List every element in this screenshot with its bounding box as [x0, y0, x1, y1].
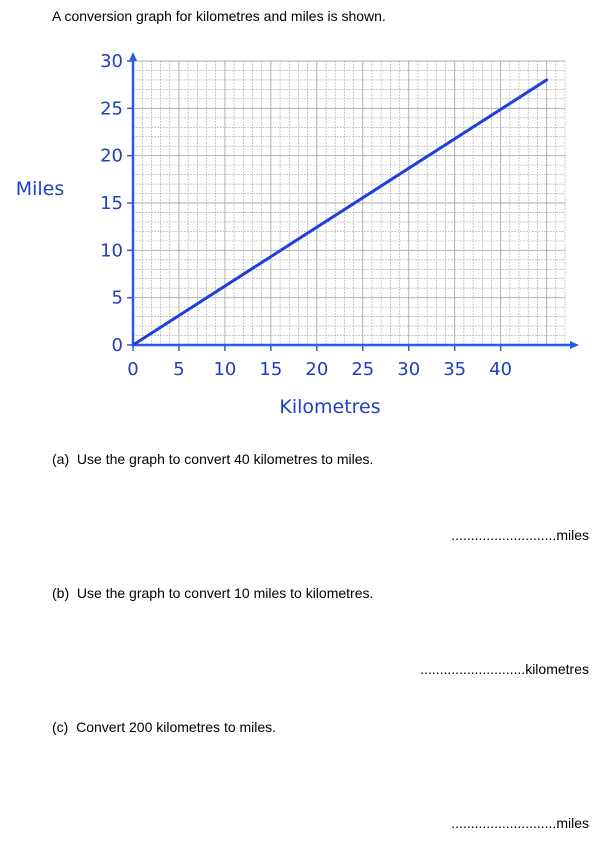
y-axis-arrow — [129, 52, 137, 61]
y-tick-label: 15 — [100, 193, 123, 214]
chart-tick-labels: 0 5 10 15 20 25 30 35 40 0 5 10 15 20 25 30 — [100, 51, 512, 380]
x-tick-label: 0 — [127, 359, 138, 380]
x-tick-label: 10 — [213, 359, 236, 380]
question-c-text: Convert 200 kilometres to miles. — [76, 719, 277, 735]
x-tick-label: 15 — [259, 359, 282, 380]
answer-a-line[interactable]: ...........................miles — [451, 527, 589, 543]
x-tick-label: 40 — [489, 359, 512, 380]
x-tick-label: 35 — [443, 359, 466, 380]
answer-b-line[interactable]: ...........................kilometres — [420, 661, 589, 677]
question-c: (c) Convert 200 kilometres to miles. — [52, 719, 276, 735]
question-b-text: Use the graph to convert 10 miles to kil… — [76, 585, 374, 601]
conversion-line — [131, 78, 549, 347]
x-tick-label: 5 — [173, 359, 184, 380]
y-tick-label: 5 — [112, 288, 123, 309]
x-tick-label: 25 — [351, 359, 374, 380]
x-axis-label: Kilometres — [279, 396, 380, 418]
y-tick-label: 30 — [100, 51, 123, 72]
y-tick-label: 0 — [112, 335, 123, 356]
x-tick-label: 30 — [397, 359, 420, 380]
question-b: (b) Use the graph to convert 10 miles to… — [52, 585, 373, 601]
question-a-label: (a) — [52, 451, 70, 467]
question-a: (a) Use the graph to convert 40 kilometr… — [52, 451, 373, 467]
chart-series — [131, 78, 549, 347]
x-tick-label: 20 — [305, 359, 328, 380]
y-axis-label: Miles — [16, 178, 65, 200]
y-tick-label: 20 — [100, 146, 123, 167]
intro-text: A conversion graph for kilometres and mi… — [52, 8, 386, 24]
question-b-label: (b) — [52, 585, 70, 601]
question-a-text: Use the graph to convert 40 kilometres t… — [76, 451, 374, 467]
question-c-label: (c) — [52, 719, 69, 735]
chart-grid — [133, 60, 566, 345]
y-tick-label: 10 — [100, 240, 123, 261]
x-axis-arrow — [570, 341, 579, 349]
answer-c-line[interactable]: ...........................miles — [451, 815, 589, 831]
y-tick-label: 25 — [100, 98, 123, 119]
